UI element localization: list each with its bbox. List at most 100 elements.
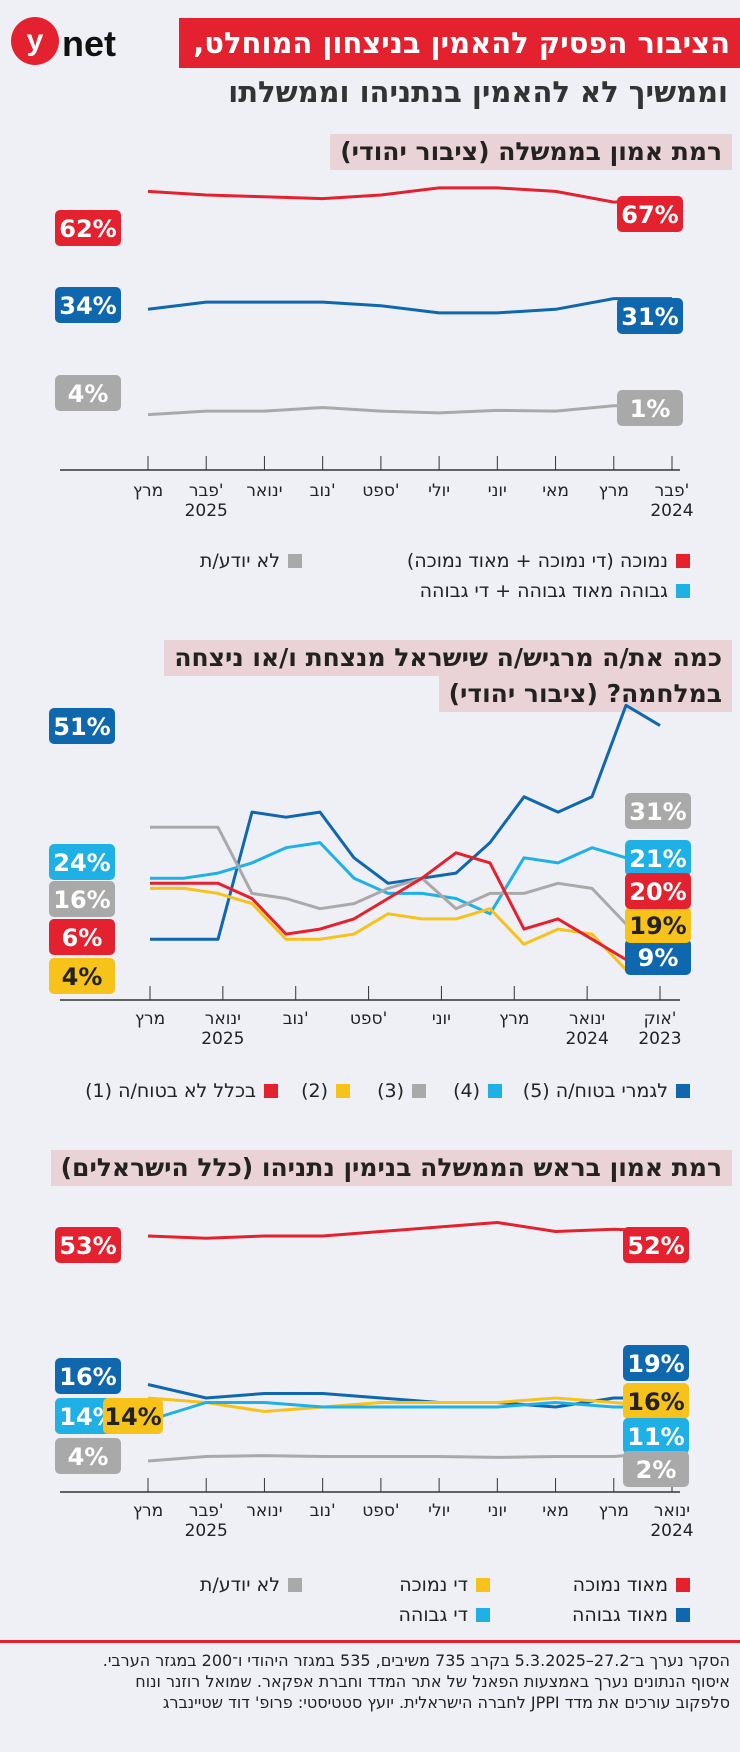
x-tick-label: 2025 <box>185 501 228 521</box>
chart3-title: רמת אמון בראש הממשלה בנימין נתניהו (כלל … <box>50 1150 732 1186</box>
chart1-title: רמת אמון בממשלה (ציבור יהודי) <box>330 134 732 170</box>
x-tick-label: 2024 <box>650 501 693 521</box>
data-label-gray-end: 31% <box>625 793 691 829</box>
svg-text:net: net <box>62 23 116 64</box>
x-tick-label: נוב' <box>310 481 336 501</box>
svg-text:31%: 31% <box>629 798 686 826</box>
x-tick-label: מרץ <box>499 1009 529 1029</box>
legend-swatch <box>288 554 302 568</box>
legend-swatch <box>676 584 690 598</box>
footer-divider <box>0 1640 740 1643</box>
svg-text:4%: 4% <box>68 380 109 408</box>
headline-line-1: הציבור הפסיק להאמין בניצחון המוחלט, <box>179 18 740 68</box>
data-label-lightblue-end: 11% <box>623 1418 689 1454</box>
series-line-gray <box>147 404 672 417</box>
svg-text:16%: 16% <box>59 1363 116 1391</box>
data-label-red-start: 6% <box>49 919 115 955</box>
legend-item-red: נמוכה (די נמוכה + מאוד נמוכה) <box>407 550 690 572</box>
data-label-blue-start: 16% <box>55 1358 121 1394</box>
legend-item-lightblue: (4) <box>453 1080 502 1102</box>
legend-label: לא יודע/ת <box>199 1574 280 1596</box>
svg-text:4%: 4% <box>62 963 103 991</box>
data-label-blue-start: 34% <box>55 287 121 323</box>
legend-label: בכלל לא בטוח/ה (1) <box>85 1080 256 1102</box>
data-label-red-end: 20% <box>625 873 691 909</box>
series-line-red <box>150 851 661 962</box>
svg-text:14%: 14% <box>59 1403 116 1431</box>
x-tick-label: יוני <box>488 1501 507 1521</box>
data-label-red-start: 62% <box>55 210 121 246</box>
x-tick-label: יוני <box>488 481 507 501</box>
legend-item-gray: לא יודע/ת <box>200 1574 302 1596</box>
svg-text:2%: 2% <box>636 1456 677 1484</box>
x-tick-label: יולי <box>428 481 450 501</box>
legend-swatch <box>412 1084 426 1098</box>
header: y net הציבור הפסיק להאמין בניצחון המוחלט… <box>0 0 740 120</box>
x-tick-label: יולי <box>428 1501 450 1521</box>
x-tick-label: 2023 <box>638 1029 681 1049</box>
x-tick-label: ינואר <box>246 1501 282 1521</box>
legend-item-red: בכלל לא בטוח/ה (1) <box>85 1080 278 1102</box>
x-tick-label: מרץ <box>135 1009 165 1029</box>
data-label-lightblue-start: 14% <box>55 1398 121 1434</box>
chart2-title-line-2: במלחמה? (ציבור יהודי) <box>438 676 732 712</box>
x-tick-label: מרץ <box>133 1501 163 1521</box>
data-label-yellow-start: 14% <box>103 1398 163 1434</box>
x-tick-label: מאי <box>542 481 569 501</box>
data-label-yellow-start: 4% <box>49 958 115 994</box>
x-tick-label: פבר' <box>189 1501 224 1521</box>
x-tick-label: ינואר <box>569 1009 605 1029</box>
svg-text:14%: 14% <box>104 1403 161 1431</box>
series-line-gray <box>150 825 661 926</box>
svg-text:14%: 14% <box>59 1403 116 1431</box>
series-line-red <box>147 1221 673 1240</box>
x-tick-label: מרץ <box>133 481 163 501</box>
series-line-lightblue <box>147 1401 672 1422</box>
data-label-red-start: 53% <box>55 1227 121 1263</box>
legend-swatch <box>336 1084 350 1098</box>
chart2-title-line-1: כמה את/ה מרגיש/ה שישראל מנצחת ו/או ניצחה <box>164 640 732 676</box>
legend-swatch <box>488 1084 502 1098</box>
series-line-yellow <box>147 1396 673 1413</box>
legend-label: (3) <box>377 1080 404 1102</box>
legend-swatch <box>288 1578 302 1592</box>
x-tick-label: 2025 <box>201 1029 244 1049</box>
x-tick-label: ספט' <box>362 481 399 501</box>
data-label-blue-end: 9% <box>625 939 691 975</box>
svg-text:6%: 6% <box>62 924 103 952</box>
footer-line-2: איסוף הנתונים נערך באמצעות הפאנל של אתר … <box>135 1672 730 1691</box>
data-label-blue-end: 31% <box>617 298 683 334</box>
svg-text:11%: 11% <box>627 1423 684 1451</box>
legend-swatch <box>676 1608 690 1622</box>
legend-item-yellow: (2) <box>301 1080 350 1102</box>
data-label-yellow-start: 14% <box>55 1398 121 1434</box>
svg-text:31%: 31% <box>621 303 678 331</box>
legend-label: די גבוהה <box>398 1604 468 1626</box>
svg-text:24%: 24% <box>53 849 110 877</box>
legend-item-blue: מאוד גבוהה <box>572 1604 690 1626</box>
svg-text:62%: 62% <box>59 215 116 243</box>
ynet-logo: y net <box>11 17 116 65</box>
legend-label: (2) <box>301 1080 328 1102</box>
x-tick-label: ספט' <box>362 1501 399 1521</box>
footer-line-3: סלפקוב עורכים את מדד JPPI לחברה הישראלית… <box>162 1693 730 1712</box>
legend-label: גבוהה מאוד גבוהה + די גבוהה <box>419 580 668 602</box>
x-tick-label: 2025 <box>185 1521 228 1541</box>
x-tick-label: נוב' <box>283 1009 309 1029</box>
legend-label: מאוד נמוכה <box>572 1574 668 1596</box>
x-tick-label: מאי <box>542 1501 569 1521</box>
data-label-blue-end: 19% <box>623 1345 689 1381</box>
legend-item-blue: לגמרי בטוח/ה (5) <box>523 1080 690 1102</box>
svg-text:67%: 67% <box>621 201 678 229</box>
x-tick-label: נוב' <box>310 1501 336 1521</box>
svg-text:20%: 20% <box>629 878 686 906</box>
svg-text:19%: 19% <box>627 1350 684 1378</box>
svg-text:16%: 16% <box>53 886 110 914</box>
series-line-lightblue <box>150 841 661 916</box>
legend-item-yellow: די נמוכה <box>399 1574 490 1596</box>
data-label-gray-start: 4% <box>55 375 121 411</box>
data-label-yellow-end: 19% <box>625 907 691 943</box>
legend-item-gray: לא יודע/ת <box>200 550 302 572</box>
data-label-gray-start: 16% <box>49 881 115 917</box>
svg-text:52%: 52% <box>627 1232 684 1260</box>
